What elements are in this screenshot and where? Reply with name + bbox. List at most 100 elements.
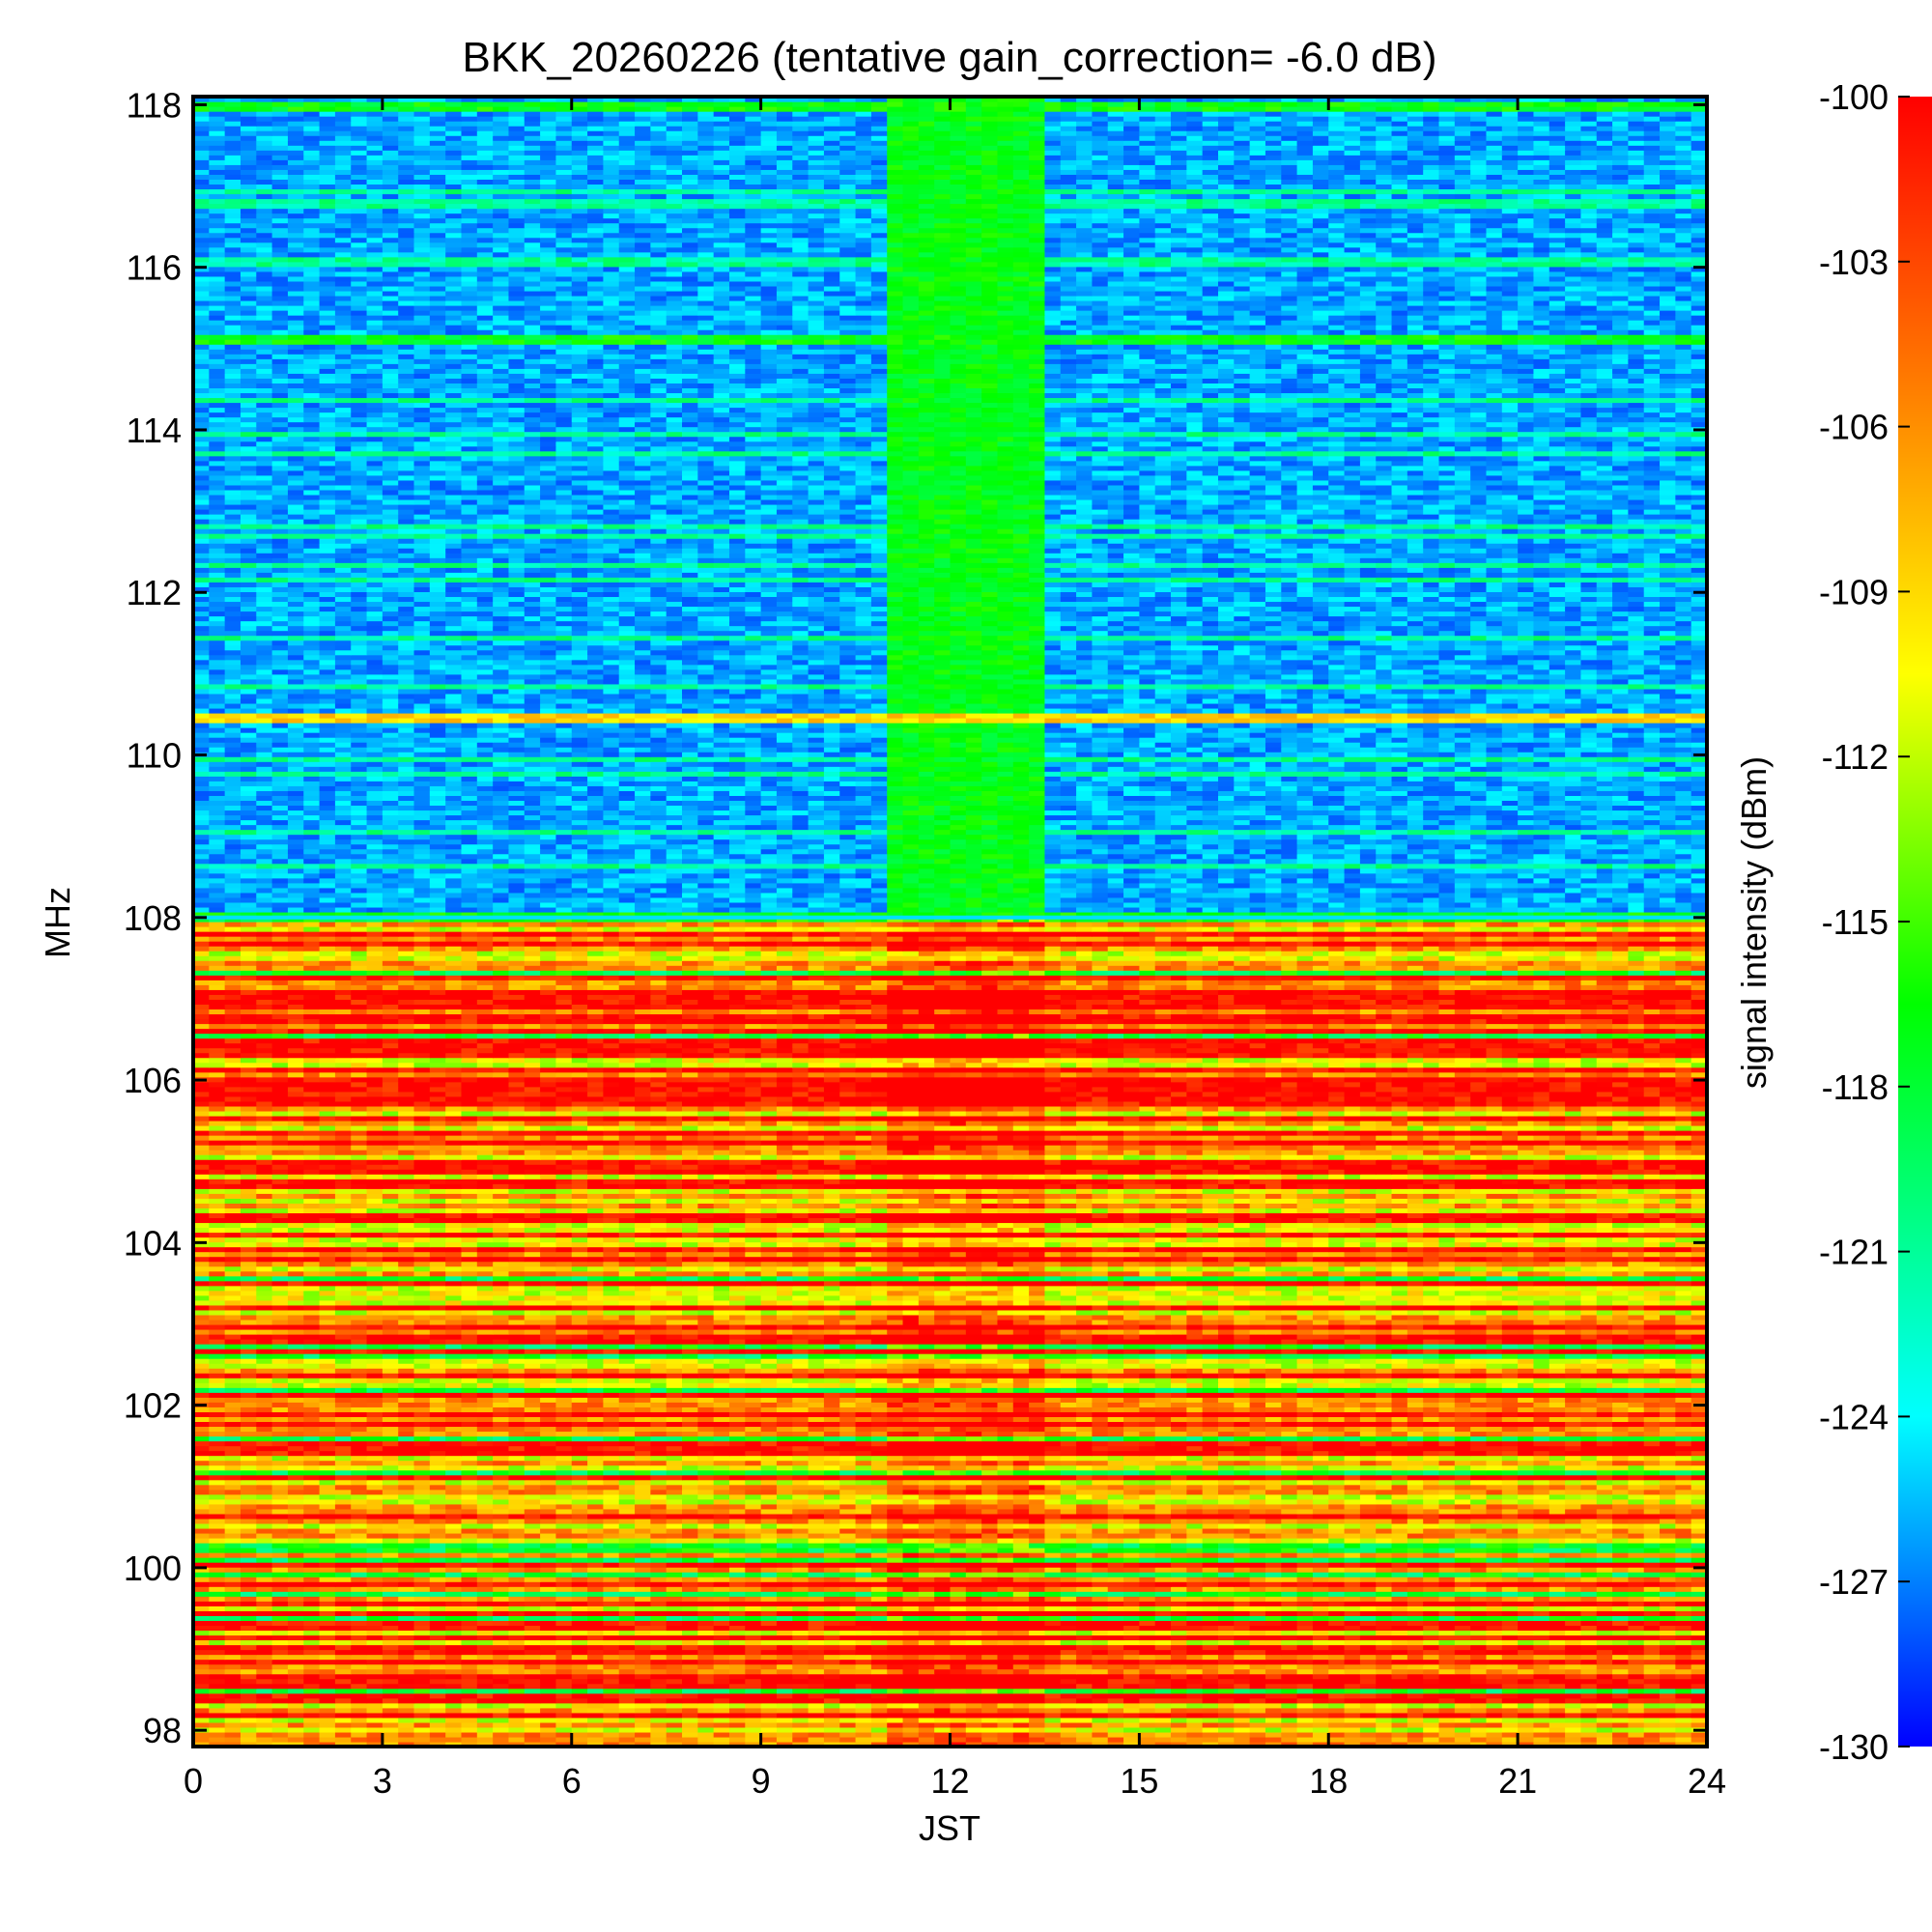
heatmap-cell xyxy=(193,1537,210,1544)
heatmap-cell xyxy=(1029,1659,1046,1665)
heatmap-cell xyxy=(934,1697,952,1704)
heatmap-cell xyxy=(1060,1498,1077,1505)
heatmap-cell xyxy=(193,1668,210,1675)
heatmap-cell xyxy=(934,1567,952,1573)
heatmap-cell xyxy=(1171,1586,1187,1592)
heatmap-cell xyxy=(1612,1513,1629,1520)
heatmap-cell xyxy=(823,1692,840,1699)
heatmap-cell xyxy=(1202,1522,1219,1529)
heatmap-cell xyxy=(1249,1596,1266,1602)
heatmap-cell xyxy=(256,1508,273,1515)
heatmap-cell xyxy=(792,1527,810,1534)
heatmap-cell xyxy=(650,1717,668,1723)
heatmap-cell xyxy=(571,1586,588,1592)
heatmap-cell xyxy=(524,1562,541,1568)
heatmap-cell xyxy=(1060,1726,1077,1733)
heatmap-cell xyxy=(271,1498,289,1505)
heatmap-cell xyxy=(728,1503,746,1510)
heatmap-cell xyxy=(1376,1552,1393,1558)
heatmap-cell xyxy=(1107,1508,1124,1515)
heatmap-cell xyxy=(398,1522,415,1529)
heatmap-cell xyxy=(855,1663,872,1670)
heatmap-cell xyxy=(193,1493,210,1500)
heatmap-cell xyxy=(555,1508,573,1515)
heatmap-cell xyxy=(476,1717,494,1723)
heatmap-cell xyxy=(351,1615,368,1621)
heatmap-cell xyxy=(587,1562,604,1568)
heatmap-cell xyxy=(618,1741,636,1747)
heatmap-cell xyxy=(1454,1581,1471,1587)
heatmap-cell xyxy=(1344,1596,1361,1602)
heatmap-cell xyxy=(555,1673,573,1680)
heatmap-cell xyxy=(1107,1610,1124,1616)
heatmap-cell xyxy=(1202,1498,1219,1505)
heatmap-cell xyxy=(1501,1707,1519,1714)
heatmap-cell xyxy=(319,1508,336,1515)
heatmap-cell xyxy=(1486,1639,1503,1646)
heatmap-cell xyxy=(697,1562,715,1568)
heatmap-cell xyxy=(1548,1591,1566,1597)
heatmap-cell xyxy=(1391,1630,1408,1636)
heatmap-cell xyxy=(366,1736,384,1743)
heatmap-cell xyxy=(1470,1712,1488,1719)
heatmap-cell xyxy=(398,1537,415,1544)
heatmap-cell xyxy=(1029,1630,1046,1636)
heatmap-cell xyxy=(240,1673,257,1680)
heatmap-cell xyxy=(398,1726,415,1733)
heatmap-cell xyxy=(1044,1663,1062,1670)
heatmap-cell xyxy=(1202,1644,1219,1651)
heatmap-cell xyxy=(635,1581,651,1587)
heatmap-cell xyxy=(429,1630,446,1636)
heatmap-cell xyxy=(666,1644,683,1651)
heatmap-cell xyxy=(934,1649,952,1656)
heatmap-cell xyxy=(918,1498,935,1505)
heatmap-cell xyxy=(1438,1532,1456,1539)
heatmap-cell xyxy=(1012,1581,1030,1587)
heatmap-cell xyxy=(193,1543,210,1548)
heatmap-cell xyxy=(682,1678,698,1685)
heatmap-cell xyxy=(1234,1678,1251,1685)
heatmap-cell xyxy=(1029,1697,1046,1704)
heatmap-cell xyxy=(1518,1596,1535,1602)
heatmap-cell xyxy=(1612,1532,1629,1539)
heatmap-cell xyxy=(351,1586,368,1592)
heatmap-cell xyxy=(997,1741,1014,1747)
heatmap-cell xyxy=(493,1586,510,1592)
heatmap-cell xyxy=(997,1673,1014,1680)
heatmap-cell xyxy=(1249,1659,1266,1665)
heatmap-cell xyxy=(351,1688,368,1694)
heatmap-cell xyxy=(981,1518,999,1524)
heatmap-cell xyxy=(981,1731,999,1738)
heatmap-cell xyxy=(1548,1522,1566,1529)
heatmap-cell xyxy=(1328,1577,1346,1582)
heatmap-cell xyxy=(697,1577,715,1582)
heatmap-cell xyxy=(209,1649,226,1656)
heatmap-cell xyxy=(303,1548,321,1553)
heatmap-cell xyxy=(1675,1712,1692,1719)
heatmap-cell xyxy=(351,1543,368,1548)
heatmap-cell xyxy=(1406,1620,1424,1627)
heatmap-cell xyxy=(650,1572,668,1577)
heatmap-cell xyxy=(950,1620,967,1627)
heatmap-cell xyxy=(571,1673,588,1680)
heatmap-cell xyxy=(1202,1726,1219,1733)
heatmap-cell xyxy=(682,1567,698,1573)
heatmap-cell xyxy=(1518,1610,1535,1616)
heatmap-cell xyxy=(1076,1663,1093,1670)
heatmap-cell xyxy=(965,1707,982,1714)
heatmap-cell xyxy=(728,1586,746,1592)
heatmap-cell xyxy=(493,1625,510,1632)
heatmap-cell xyxy=(887,1717,904,1723)
heatmap-cell xyxy=(524,1557,541,1563)
heatmap-cell xyxy=(666,1605,683,1611)
heatmap-cell xyxy=(1328,1596,1346,1602)
heatmap-cell xyxy=(1660,1610,1676,1616)
heatmap-cell xyxy=(1518,1577,1535,1582)
heatmap-cell xyxy=(1596,1634,1613,1641)
heatmap-cell xyxy=(271,1697,289,1704)
heatmap-cell xyxy=(1486,1522,1503,1529)
heatmap-cell xyxy=(950,1567,967,1573)
heatmap-cell xyxy=(1406,1527,1424,1534)
heatmap-cell xyxy=(887,1543,904,1548)
heatmap-cell xyxy=(287,1527,304,1534)
